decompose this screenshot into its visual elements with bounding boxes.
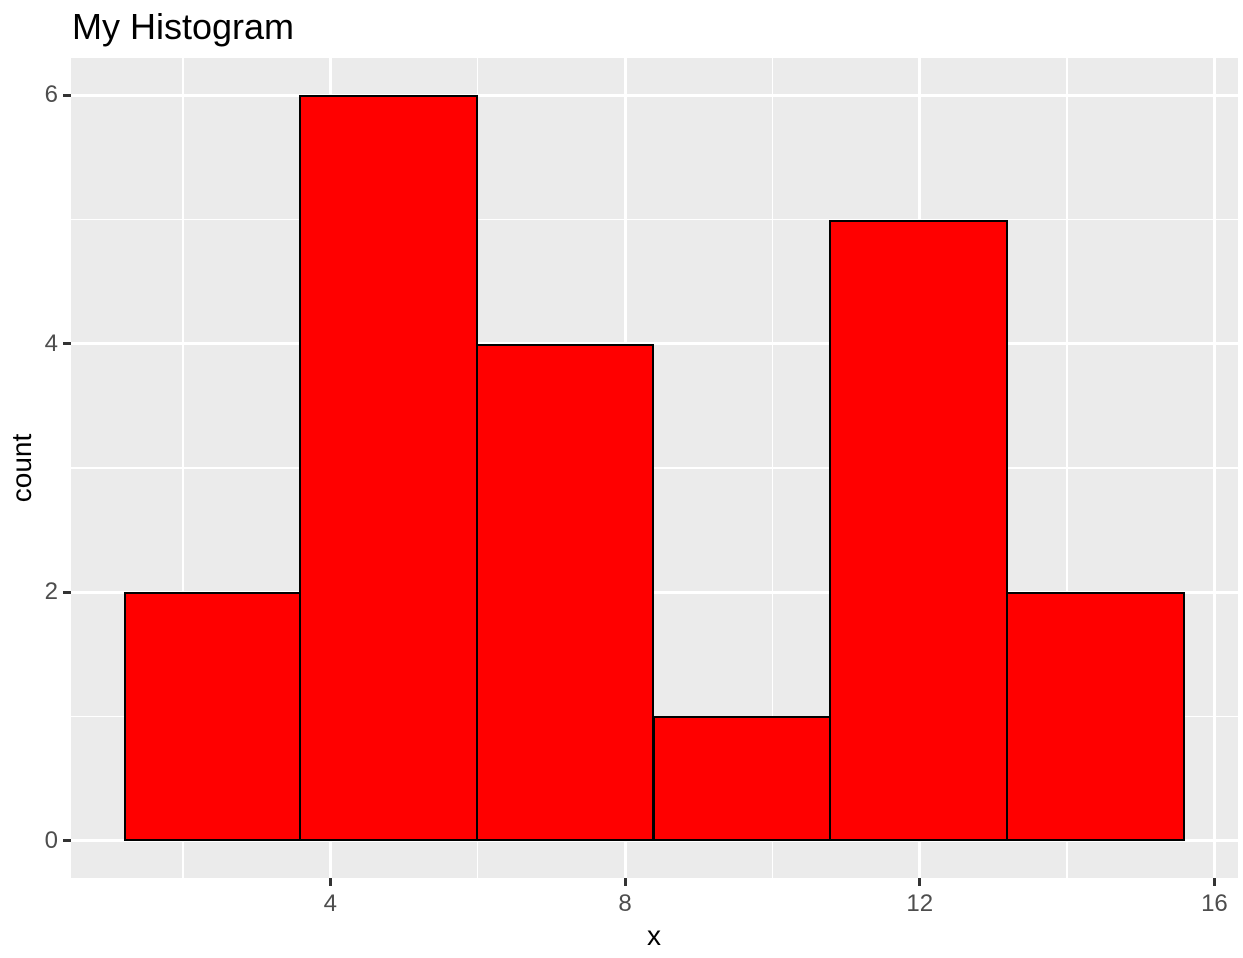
- x-major-gridline: [1212, 58, 1216, 878]
- histogram-bar: [652, 716, 832, 841]
- x-minor-gridline: [771, 58, 774, 878]
- x-tick-label: 8: [618, 890, 632, 917]
- y-major-gridline: [71, 590, 1238, 594]
- x-tick-label: 4: [323, 890, 338, 917]
- histogram-bar: [475, 343, 655, 841]
- x-tick-label: 16: [1201, 890, 1228, 917]
- y-tick-mark: [63, 590, 71, 594]
- x-tick-mark: [1212, 878, 1216, 886]
- x-axis-title: x: [647, 920, 661, 951]
- y-tick-mark: [63, 839, 71, 843]
- histogram-bar: [1006, 592, 1185, 841]
- y-tick-mark: [63, 93, 71, 97]
- x-tick-label: 12: [906, 890, 934, 917]
- y-major-gridline: [71, 342, 1238, 346]
- y-major-gridline: [71, 93, 1238, 97]
- plot-panel: [71, 58, 1238, 878]
- y-minor-gridline: [71, 218, 1238, 221]
- plot-title: My Histogram: [72, 6, 295, 47]
- x-tick-mark: [623, 878, 627, 886]
- y-tick-label: 0: [44, 826, 58, 854]
- y-axis-title: count: [6, 433, 37, 503]
- y-major-gridline: [71, 839, 1238, 843]
- y-tick-label: 6: [44, 81, 58, 109]
- histogram-bar: [298, 95, 478, 841]
- x-minor-gridline: [182, 58, 184, 878]
- y-tick-label: 2: [44, 578, 58, 606]
- y-tick-label: 4: [44, 329, 58, 357]
- x-tick-mark: [328, 878, 332, 886]
- histogram-bar: [829, 219, 1009, 841]
- y-tick-mark: [63, 342, 71, 346]
- x-tick-mark: [918, 878, 922, 886]
- y-minor-gridline: [71, 467, 1238, 469]
- x-minor-gridline: [1066, 58, 1068, 878]
- histogram-bar: [124, 592, 301, 841]
